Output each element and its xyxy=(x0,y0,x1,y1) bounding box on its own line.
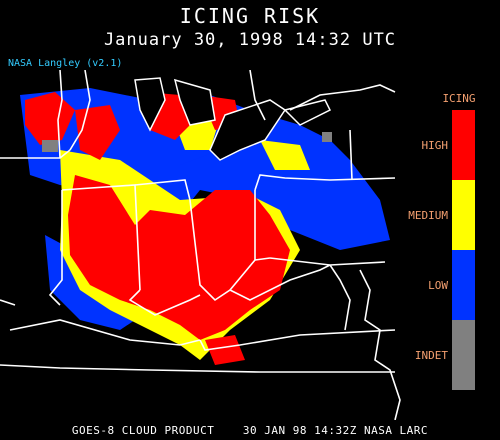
state-boundaries xyxy=(0,70,401,420)
page-subtitle: January 30, 1998 14:32 UTC xyxy=(103,30,397,50)
page-title: ICING RISK xyxy=(179,4,321,28)
footer-text: GOES-8 CLOUD PRODUCT 30 JAN 98 14:32Z NA… xyxy=(71,424,429,437)
high-icing-region xyxy=(25,92,290,365)
icing-map xyxy=(0,70,401,420)
legend-label-low: LOW xyxy=(428,279,448,292)
version-label: NASA Langley (v2.1) xyxy=(8,58,123,69)
legend-label-high: HIGH xyxy=(421,139,449,152)
legend-swatch-high xyxy=(452,110,475,180)
great-lakes xyxy=(134,77,332,161)
legend-swatch-low xyxy=(452,250,475,320)
legend-swatch-indet xyxy=(452,320,475,390)
legend-label-indet: INDET xyxy=(414,349,448,362)
legend-swatch-medium xyxy=(452,180,475,250)
legend-label-medium: MEDIUM xyxy=(408,209,448,222)
legend-title: ICING xyxy=(442,92,476,105)
